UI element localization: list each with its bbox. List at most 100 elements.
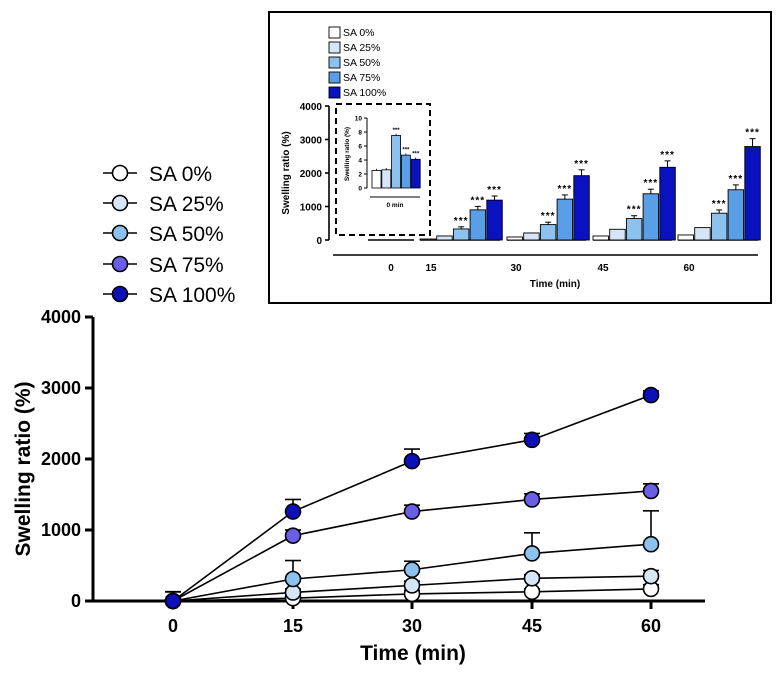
- inset-bar: [642, 193, 660, 241]
- inset-bar: [592, 235, 609, 241]
- mini-y-tick-label: 8: [358, 130, 362, 137]
- x-tick-label: 0: [168, 616, 178, 636]
- data-point: [642, 567, 660, 585]
- inset-significance-label: ***: [541, 211, 556, 222]
- legend-label: SA 25%: [149, 193, 224, 216]
- x-axis-label: Time (min): [360, 642, 466, 665]
- inset-significance-label: ***: [574, 159, 589, 170]
- inset-bar: [744, 146, 761, 241]
- inset-x-tick-label: 30: [510, 263, 522, 274]
- mini-bar: [381, 169, 392, 189]
- inset-significance-label: ***: [454, 216, 469, 227]
- inset-legend-label: SA 100%: [343, 87, 386, 99]
- data-point: [403, 452, 421, 470]
- y-tick-label: 1000: [41, 520, 81, 540]
- mini-y-tick-label: 2: [358, 172, 362, 179]
- inset-y-tick-label: 4000: [300, 102, 323, 113]
- inset-bar: [573, 175, 590, 241]
- legend-label: SA 75%: [149, 254, 224, 277]
- inset-bar: [506, 236, 523, 241]
- data-point: [642, 535, 660, 553]
- mini-bar: [410, 158, 421, 189]
- data-point: [164, 592, 182, 610]
- inset-legend-swatch: [328, 26, 341, 39]
- y-tick-label: 0: [71, 591, 81, 611]
- data-point: [523, 431, 541, 449]
- inset-legend-swatch: [328, 56, 341, 69]
- mini-y-tick-label: 0: [358, 186, 362, 193]
- data-point: [284, 570, 302, 588]
- inset-bar: [469, 209, 487, 241]
- mini-significance-label: ***: [393, 128, 401, 134]
- legend-marker: [111, 224, 129, 242]
- inset-significance-label: ***: [660, 150, 675, 161]
- inset-legend-swatch: [328, 71, 341, 84]
- mini-y-tick-label: 6: [358, 144, 362, 151]
- inset-x-tick-label: 60: [683, 263, 695, 274]
- data-point: [523, 545, 541, 562]
- mini-significance-label: ***: [402, 147, 410, 153]
- legend-marker: [111, 194, 129, 212]
- y-tick-label: 4000: [41, 307, 81, 327]
- inset-bar: [609, 228, 626, 241]
- inset-bar: [419, 238, 436, 241]
- inset-bar: [710, 212, 728, 241]
- inset-bar: [452, 228, 470, 241]
- inset-bar: [556, 198, 574, 241]
- data-point: [403, 503, 421, 520]
- inset-significance-label: ***: [729, 174, 744, 185]
- inset-legend-label: SA 25%: [343, 42, 380, 54]
- inset-legend-swatch: [328, 41, 341, 54]
- inset-x-tick-label: 0: [388, 263, 394, 274]
- data-point: [284, 527, 302, 544]
- inset-significance-label: ***: [745, 128, 760, 139]
- inset-bar: [677, 234, 694, 241]
- mini-y-tick-label: 4: [358, 158, 362, 165]
- mini-significance-label: ***: [412, 152, 420, 158]
- inset-x-axis-label: Time (min): [530, 279, 580, 290]
- inset-significance-label: ***: [558, 184, 573, 195]
- inset-y-tick-label: 0: [316, 236, 322, 247]
- inset-bar: [694, 227, 711, 241]
- y-axis-label: Swelling ratio (%): [12, 381, 35, 556]
- inset-significance-label: ***: [487, 185, 502, 196]
- legend-marker: [111, 164, 129, 182]
- mini-bar: [400, 154, 411, 189]
- inset-bar: [523, 232, 540, 241]
- y-tick-label: 3000: [41, 378, 81, 398]
- inset-y-tick-label: 2000: [300, 169, 323, 180]
- mini-x-axis-label: 0 min: [387, 202, 404, 209]
- inset-legend-label: SA 50%: [343, 57, 380, 69]
- mini-bar: [391, 135, 402, 189]
- data-point: [642, 482, 660, 500]
- x-tick-label: 15: [283, 616, 303, 636]
- inset-y-axis-label: Swelling ratio (%): [281, 131, 292, 214]
- inset-bar: [625, 218, 643, 241]
- legend-label: SA 100%: [149, 284, 235, 307]
- data-point: [642, 386, 660, 404]
- mini-y-axis-label: Swelling ratio (%): [344, 127, 351, 181]
- legend-label: SA 0%: [149, 163, 212, 186]
- legend-marker: [111, 255, 129, 273]
- data-point: [403, 561, 421, 579]
- data-point: [403, 577, 421, 594]
- data-point: [523, 569, 541, 587]
- inset-bar: [486, 199, 503, 241]
- mini-bar: [371, 170, 382, 189]
- inset-bar-chart: 0 1000 2000 3000 4000 Swelling ratio (%) 0 15 30…: [268, 11, 772, 304]
- inset-significance-label: ***: [712, 199, 727, 210]
- inset-y-tick-label: 1000: [300, 203, 323, 214]
- legend-label: SA 50%: [149, 223, 224, 246]
- main-legend: SA 0% SA 25% SA 50% SA 75% SA 100%: [103, 163, 235, 307]
- inset-x-tick-label: 45: [597, 263, 609, 274]
- inset-significance-label: ***: [627, 205, 642, 216]
- main-line-chart: 0 1000 2000 3000 4000 0 15 30 45 60 Time (min) Swel…: [12, 307, 705, 665]
- inset-y-tick-label: 3000: [300, 136, 323, 147]
- inset-legend-label: SA 0%: [343, 27, 375, 39]
- inset-bar: [539, 224, 557, 241]
- inset-x-tick-label: 15: [425, 263, 437, 274]
- data-point: [523, 491, 541, 508]
- x-tick-label: 45: [522, 616, 542, 636]
- inset-bar: [436, 235, 453, 241]
